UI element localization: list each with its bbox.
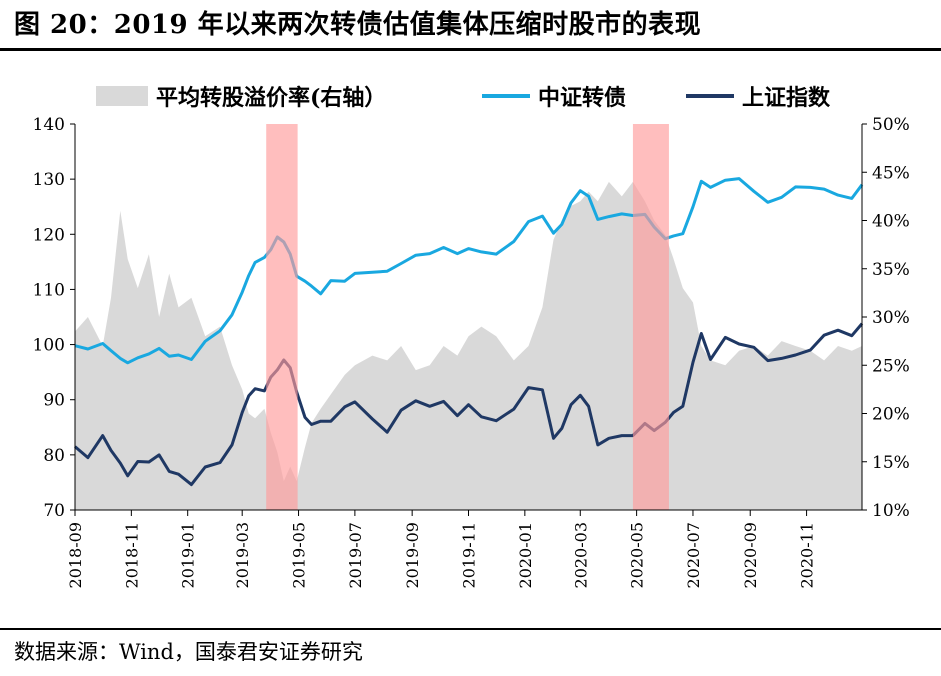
x-tick-label: 2019-09 [403,522,422,588]
x-tick-label: 2019-05 [290,522,309,588]
x-tick-label: 2018-09 [66,522,85,588]
legend-label: 中证转债 [538,85,626,111]
axes-layer: 70 80 90 100 110 120 130 140 10% 15% 20% 25% 30% 35% 4… [33,115,910,588]
source-note: 数据来源：Wind，国泰君安证券研究 [14,640,363,664]
x-tick-label: 2020-09 [741,522,760,588]
y-right-tick-label: 15% [872,453,910,473]
legend-label: 平均转股溢价率(右轴） [156,85,386,111]
y-right-tick-label: 30% [872,308,910,328]
x-tick-label: 2020-07 [684,522,703,588]
x-tick-label: 2019-01 [179,522,198,588]
y-right-tick-label: 20% [872,405,910,425]
y-right-tick-label: 40% [872,212,910,232]
y-left-tick-label: 80 [43,446,65,466]
x-tick-label: 2020-01 [516,522,535,588]
shaded-period-2 [632,124,669,510]
y-right-tick-label: 45% [872,163,910,183]
title-rule [0,48,941,51]
legend-swatch-premium [96,86,148,106]
source-rule [0,628,941,630]
legend-label: 上证指数 [742,85,831,111]
y-left-tick-label: 70 [43,501,65,521]
y-left-tick-label: 140 [33,115,65,135]
x-tick-label: 2019-07 [346,522,365,588]
y-left-tick-label: 100 [33,336,65,356]
x-tick-label: 2020-05 [628,522,647,588]
y-right-tick-label: 25% [872,356,910,376]
y-left-tick-label: 110 [33,280,65,300]
figure-title: 图 20：2019 年以来两次转债估值集体压缩时股市的表现 [14,10,702,40]
shaded-period-layer [266,124,669,510]
y-left-tick-label: 90 [43,391,65,411]
x-tick-label: 2019-11 [460,522,479,588]
y-right-tick-label: 50% [872,115,910,135]
x-tick-label: 2020-03 [571,522,590,588]
legend: 平均转股溢价率(右轴） 中证转债 上证指数 [96,85,831,111]
y-left-tick-label: 130 [33,170,65,190]
y-right-tick-label: 10% [872,501,910,521]
chart: 70 80 90 100 110 120 130 140 10% 15% 20% 25% 30% 35% 4… [33,85,910,588]
y-left-tick-label: 120 [33,225,65,245]
x-tick-label: 2020-11 [798,522,817,588]
line-series-layer [74,177,864,487]
series-convertible-bond-index-line [74,177,864,365]
x-tick-label: 2018-11 [122,522,141,588]
x-tick-label: 2019-03 [233,522,252,588]
series-shanghai-composite-line [74,322,864,487]
y-right-tick-label: 35% [872,260,910,280]
shaded-period-1 [266,124,298,510]
